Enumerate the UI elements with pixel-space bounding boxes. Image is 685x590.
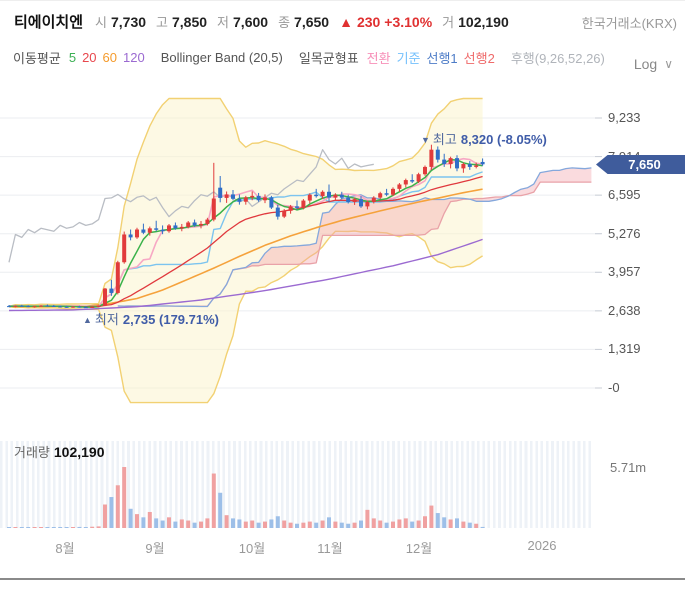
- ma5-legend: 5: [68, 50, 77, 65]
- chevron-down-icon: ∨: [664, 57, 673, 71]
- price-axis-tick: 5,276: [608, 225, 641, 241]
- ma20-legend: 20: [82, 50, 97, 65]
- up-arrow-icon: ▲: [339, 13, 353, 30]
- span2-legend: 선행2: [463, 51, 495, 66]
- price-change: ▲ 230 +3.10%: [339, 13, 433, 30]
- trailing-legend: 후행(9,26,52,26): [510, 51, 605, 66]
- time-axis-tick: 12월: [405, 541, 433, 556]
- price-axis-tick: -0: [608, 380, 620, 395]
- time-axis-tick: 9월: [145, 541, 165, 556]
- bollinger-legend: Bollinger Band (20,5): [160, 50, 283, 65]
- log-scale-dropdown[interactable]: Log ∨: [633, 56, 673, 72]
- ma-label: 이동평균: [13, 51, 61, 66]
- price-chart-canvas[interactable]: [0, 86, 685, 432]
- volume-panel-background: [0, 441, 593, 528]
- time-axis-tick: 2026: [527, 538, 557, 553]
- ichimoku-items: 전환 기준 선행1 선행2: [367, 48, 495, 67]
- high-annotation: ▼ 최고 8,320 (-8.05%): [421, 132, 547, 147]
- volume-chart-canvas[interactable]: [0, 438, 685, 530]
- indicator-legend: 이동평균 5 20 60 120 Bollinger Band (20,5) 일…: [13, 48, 605, 67]
- time-axis-tick: 11월: [317, 541, 343, 556]
- stock-header: 티에이치엔 시 7,730 고 7,850 저 7,600 종 7,650 ▲ 230 …: [14, 11, 509, 32]
- volume-axis-label: 5.71m: [610, 460, 647, 475]
- low-annotation: ▲ 최저 2,735 (179.71%): [83, 312, 219, 327]
- current-price-tag: 7,650: [596, 155, 685, 174]
- ichimoku-label: 일목균형표: [298, 51, 359, 66]
- down-triangle-icon: ▼: [421, 135, 430, 145]
- low-price: 저 7,600: [217, 14, 269, 30]
- up-triangle-icon: ▲: [83, 315, 92, 325]
- price-axis-tick: 2,638: [608, 302, 641, 318]
- bottom-divider: [0, 578, 685, 580]
- ma-periods: 5 20 60 120: [69, 50, 145, 65]
- span1-legend: 선행1: [426, 51, 458, 66]
- close-price: 종 7,650: [278, 14, 330, 30]
- price-axis-tick: 9,233: [608, 110, 641, 125]
- volume-header: 거래량 102,190: [14, 444, 105, 460]
- stock-name: 티에이치엔: [14, 14, 84, 31]
- time-axis-tick: 10월: [238, 541, 266, 556]
- kijun-legend: 기준: [396, 51, 421, 66]
- price-axis-tick: 1,319: [608, 341, 641, 357]
- trade-volume: 거 102,190: [442, 14, 509, 30]
- open-price: 시 7,730: [95, 14, 147, 30]
- price-axis-tick: 6,595: [608, 187, 641, 203]
- exchange-label: 한국거래소(KRX): [581, 16, 677, 31]
- tenkan-legend: 전환: [366, 51, 391, 66]
- time-axis-tick: 8월: [55, 541, 75, 556]
- price-axis-tick: 3,957: [608, 264, 641, 280]
- high-price: 고 7,850: [156, 14, 208, 30]
- ma60-legend: 60: [102, 50, 118, 65]
- ma120-legend: 120: [123, 50, 145, 65]
